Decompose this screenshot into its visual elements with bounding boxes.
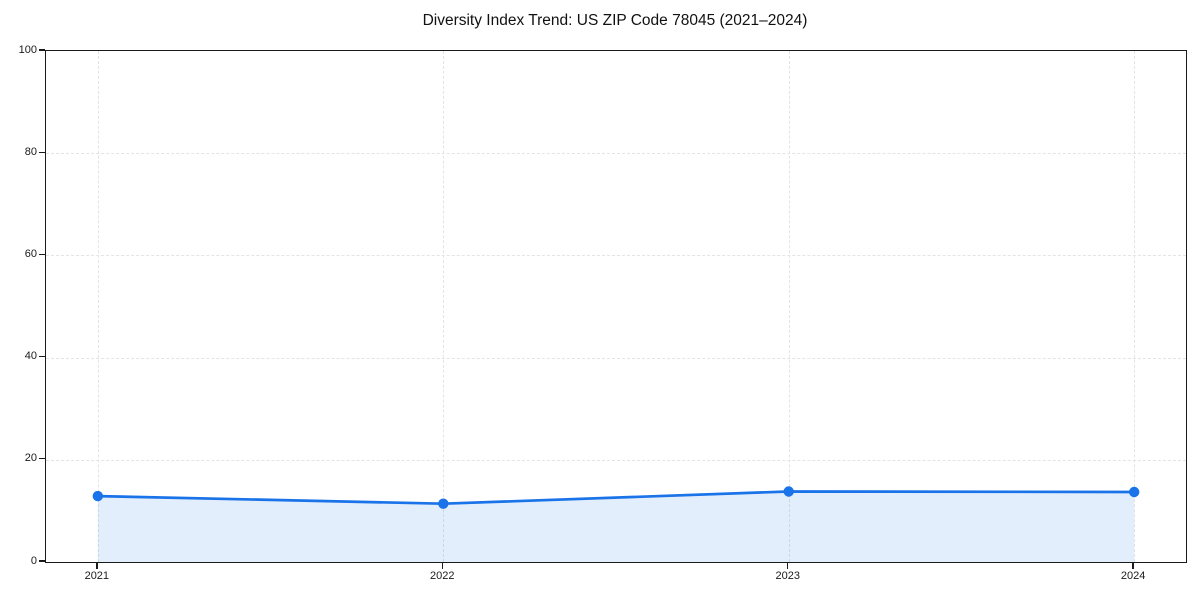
- y-axis-tick-label: 100: [18, 43, 37, 56]
- x-axis-tick-mark: [787, 562, 789, 569]
- gridline-horizontal: [46, 153, 1186, 155]
- y-axis-tick-label: 20: [24, 452, 37, 465]
- y-axis-tick-mark: [39, 49, 45, 51]
- x-axis-tick-label: 2021: [84, 570, 110, 582]
- line-series: [92, 486, 1140, 562]
- y-axis-tick-label: 0: [30, 554, 37, 567]
- y-axis-tick-label: 40: [24, 350, 37, 363]
- y-axis-tick-label: 60: [24, 247, 37, 260]
- y-axis-tick-mark: [39, 253, 45, 256]
- trend-line: [96, 490, 1136, 506]
- gridline-horizontal: [46, 357, 1186, 359]
- x-axis-tick-label: 2024: [1120, 570, 1146, 582]
- gridline-vertical: [1134, 51, 1136, 562]
- y-axis-tick-mark: [39, 355, 45, 358]
- data-point-marker: [438, 498, 449, 509]
- data-point-marker: [1129, 486, 1140, 498]
- data-point-marker: [92, 490, 103, 502]
- gridline-vertical: [788, 51, 790, 562]
- x-axis-tick-mark: [96, 562, 98, 569]
- gridline-vertical: [97, 51, 99, 562]
- x-axis-tick-mark: [1132, 562, 1134, 569]
- chart-title: Diversity Index Trend: US ZIP Code 78045…: [422, 12, 808, 29]
- x-axis-tick-label: 2023: [775, 570, 800, 582]
- y-axis-tick-mark: [39, 151, 45, 153]
- x-axis-tick-label: 2022: [430, 570, 455, 582]
- data-point-marker: [783, 486, 794, 497]
- area-fill: [97, 491, 1135, 562]
- gridline-horizontal: [46, 459, 1186, 461]
- plot-area: [45, 50, 1187, 563]
- gridline-horizontal: [46, 255, 1186, 257]
- y-axis-tick-mark: [39, 458, 45, 460]
- y-axis-tick-label: 80: [24, 145, 37, 158]
- gridline-vertical: [443, 51, 445, 562]
- gridlines: [46, 51, 1186, 562]
- x-axis-tick-mark: [441, 562, 443, 569]
- y-axis-tick-mark: [39, 560, 45, 562]
